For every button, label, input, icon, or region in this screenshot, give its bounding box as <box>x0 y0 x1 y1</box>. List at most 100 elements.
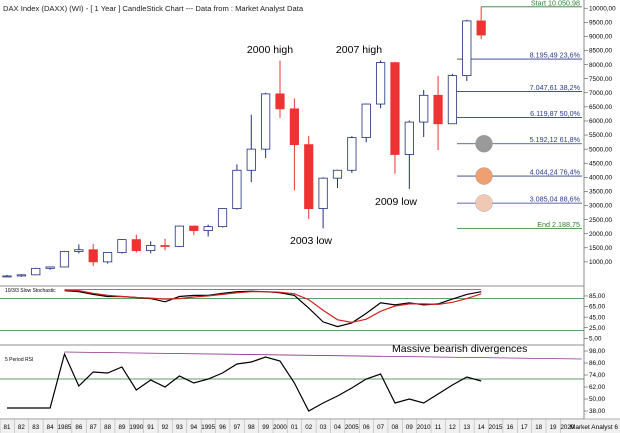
candle-body <box>375 62 386 105</box>
x-tick-label: 02 <box>305 424 312 431</box>
candle-body <box>31 267 41 276</box>
candle-body <box>476 20 486 36</box>
candle-body <box>74 249 84 252</box>
rsi-trend-line <box>64 351 582 360</box>
candle-body <box>447 75 458 125</box>
stochastic-panel: 10/3/3 Slow Stochastic <box>0 285 584 331</box>
candle-body <box>261 93 271 150</box>
y-tick-label: 6500,00 <box>589 104 613 111</box>
brand-label: Market Analyst 6 <box>570 424 618 431</box>
candle-body <box>102 252 113 263</box>
candle-body <box>160 245 170 247</box>
candle-body <box>347 137 357 171</box>
rsi-separator <box>0 344 584 346</box>
y-tick-label: 6000,00 <box>589 118 613 125</box>
y-tick-label: 7000,00 <box>589 90 613 97</box>
rsi-line <box>7 352 482 412</box>
fib-circle-marker <box>475 194 493 212</box>
candle-body <box>232 169 242 209</box>
stochastic-label: 10/3/3 Slow Stochastic <box>5 288 56 294</box>
level-label: 4.044,24 76,4% <box>530 168 581 177</box>
x-tick-label: 81 <box>4 424 11 431</box>
x-tick-label: 2015 <box>489 424 503 431</box>
candle-body <box>16 274 26 277</box>
y-tick-label: 38,00 <box>589 408 605 415</box>
level-label: End 2.188,75 <box>537 220 580 229</box>
annotation-2009-low: 2009 low <box>375 196 417 208</box>
x-tick-label: 91 <box>147 424 154 431</box>
candle-body <box>88 249 98 263</box>
candle-body <box>189 225 199 231</box>
fib-level-labels: Start 10.050,98 8.195,49 23,6% 7.047,61 38… <box>530 0 581 229</box>
candle-body <box>174 225 185 247</box>
candle-body <box>275 93 285 110</box>
y-tick-label: 9000,00 <box>589 34 613 41</box>
y-tick-label: 10000,00 <box>589 5 616 12</box>
y-tick-label: 74,00 <box>589 372 605 379</box>
level-label: 6.119,87 50,0% <box>530 109 580 118</box>
candle-body <box>59 251 70 268</box>
x-tick-label: 11 <box>435 424 442 431</box>
x-tick-label: 06 <box>363 424 370 431</box>
candle-body <box>45 266 55 269</box>
fib-circles <box>475 135 493 212</box>
candle-body <box>146 245 156 251</box>
y-tick-label: 4000,00 <box>589 175 613 182</box>
y-tick-label: 4500,00 <box>589 160 613 167</box>
x-tick-label: 89 <box>119 424 126 431</box>
x-tick-label: 01 <box>291 424 298 431</box>
x-tick-label: 2020 <box>560 424 574 431</box>
candle-body <box>404 121 414 155</box>
x-tick-label: 93 <box>176 424 183 431</box>
candles <box>2 6 486 278</box>
x-tick-label: 07 <box>377 424 384 431</box>
rsi-label: 5 Period RSI <box>5 357 33 363</box>
candle-body <box>217 208 228 228</box>
x-tick-label: 84 <box>47 424 54 431</box>
y-tick-label: 7500,00 <box>589 76 613 83</box>
y-tick-label: 1500,00 <box>589 245 613 252</box>
y-tick-label: 65,00 <box>589 304 605 311</box>
y-tick-label: 2500,00 <box>589 217 613 224</box>
candle-body <box>318 177 328 209</box>
x-tick-label: 92 <box>162 424 169 431</box>
y-tick-label: 85,00 <box>589 293 605 300</box>
y-tick-label: 25,00 <box>589 325 605 332</box>
x-tick-label: 08 <box>392 424 399 431</box>
x-tick-label: 86 <box>75 424 82 431</box>
x-tick-label: 1990 <box>129 424 143 431</box>
candle-body <box>433 94 443 125</box>
x-tick-label: 82 <box>18 424 25 431</box>
y-axes: 1000,00 1500,00 2000,00 2500,00 3000,00 3500,… <box>584 5 616 415</box>
x-tick-label: 1995 <box>201 424 215 431</box>
x-tick-label: 98 <box>248 424 255 431</box>
stoch-d-line <box>64 289 482 324</box>
candle-body <box>361 103 371 138</box>
x-tick-label: 16 <box>506 424 513 431</box>
y-tick-label: 45,00 <box>589 314 605 321</box>
level-label: 7.047,61 38,2% <box>530 83 581 92</box>
candle-body <box>390 62 400 155</box>
candle-body <box>304 144 314 210</box>
y-tick-label: 8500,00 <box>589 48 613 55</box>
candle-body <box>2 275 12 278</box>
y-tick-label: 5,00 <box>589 335 602 342</box>
x-tick-label: 99 <box>262 424 269 431</box>
candle-body <box>131 239 141 251</box>
stochastic-separator <box>0 285 584 287</box>
candle-body <box>246 148 256 171</box>
y-tick-label: 1000,00 <box>589 259 613 266</box>
x-tick-label: 12 <box>449 424 456 431</box>
annotation-2007-high: 2007 high <box>336 44 382 56</box>
fib-circle-marker <box>475 167 493 185</box>
rsi-panel: 5 Period RSI Massive bearish divergences <box>0 343 584 420</box>
y-tick-label: 3000,00 <box>589 203 613 210</box>
x-tick-label: 2000 <box>273 424 287 431</box>
y-tick-label: 5000,00 <box>589 146 613 153</box>
y-tick-label: 98,00 <box>589 348 605 355</box>
x-tick-label: 03 <box>320 424 327 431</box>
candle-body <box>419 94 429 123</box>
y-tick-label: 50,00 <box>589 396 605 403</box>
